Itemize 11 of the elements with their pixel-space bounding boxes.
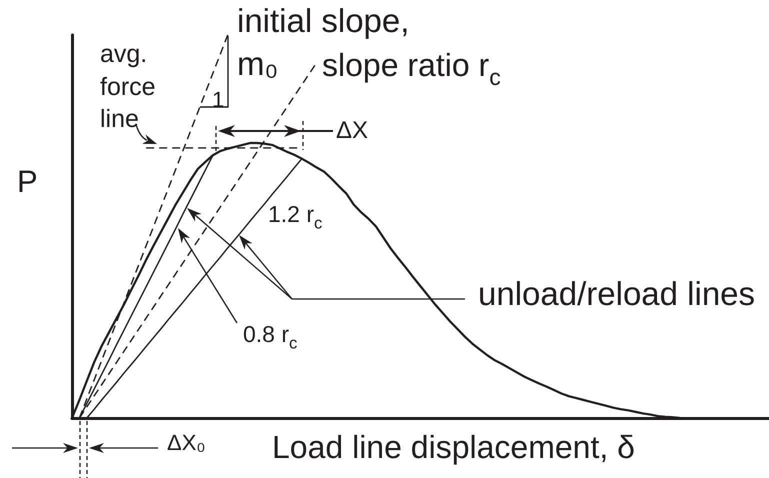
x-axis-title: Load line displacement, δ [272,429,635,466]
annotation: 1.2 r$_{c}$ [268,201,322,233]
annotation: 0.8 r$_{c}$ [243,321,298,353]
y-axis-title: P [17,164,38,200]
annotation: ΔX [336,116,368,145]
series-label: slope ratio r$_{c}$ [322,47,501,91]
text: ΔX₀ [167,430,206,455]
annotation: unload/reload lines [478,274,756,313]
series-label: initial slope, [237,2,410,40]
series-label: avg. force line [100,39,157,136]
annotation: m₀ [237,44,278,83]
